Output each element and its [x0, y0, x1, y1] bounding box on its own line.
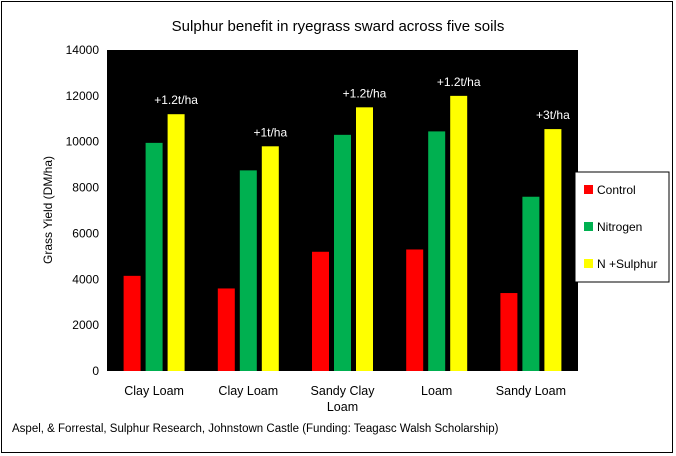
legend: Control Nitrogen N +Sulphur: [574, 171, 670, 283]
bar-control: [312, 251, 329, 371]
difference-annotation: +1.2t/ha: [154, 93, 198, 107]
annotations: +1.2t/ha +1t/ha +1.2t/ha +1.2t/ha +3t/ha: [154, 75, 570, 139]
x-category-label: Loam: [327, 400, 358, 414]
bar-control: [123, 275, 141, 371]
bar-n-sulphur: [261, 146, 279, 371]
y-axis-ticks: 0 2000 4000 6000 8000 10000 12000 14000: [66, 43, 100, 378]
y-tick-label: 6000: [72, 226, 99, 240]
x-category-label: Sandy Loam: [496, 384, 566, 398]
difference-annotation: +3t/ha: [536, 108, 570, 122]
legend-swatch: [584, 185, 593, 194]
difference-annotation: +1.2t/ha: [437, 75, 481, 89]
chart-title: Sulphur benefit in ryegrass sward across…: [172, 18, 505, 35]
bar-nitrogen: [334, 134, 351, 371]
legend-label: N +Sulphur: [597, 257, 657, 271]
bar-control: [500, 293, 518, 371]
x-category-label: Loam: [421, 384, 452, 398]
y-tick-label: 12000: [66, 89, 100, 103]
x-category-label: Sandy Clay: [311, 384, 376, 398]
y-tick-label: 10000: [66, 135, 100, 149]
bar-control: [217, 288, 235, 371]
legend-label: Nitrogen: [597, 220, 642, 234]
y-axis-label: Grass Yield (DM/ha): [41, 156, 55, 264]
bar-nitrogen: [428, 131, 446, 371]
y-tick-label: 14000: [66, 43, 100, 57]
bar-nitrogen: [239, 170, 257, 371]
y-tick-label: 2000: [72, 318, 99, 332]
legend-swatch: [584, 259, 593, 268]
y-tick-label: 0: [92, 364, 99, 378]
bar-n-sulphur: [167, 114, 185, 371]
y-tick-label: 4000: [72, 272, 99, 286]
legend-label: Control: [597, 183, 636, 197]
x-category-label: Clay Loam: [124, 384, 184, 398]
legend-swatch: [584, 222, 593, 231]
bar-n-sulphur: [356, 107, 373, 372]
bar-nitrogen: [145, 142, 163, 371]
bar-nitrogen: [522, 196, 540, 371]
bar-control: [406, 249, 424, 371]
bar-n-sulphur: [450, 95, 468, 371]
x-axis-categories: Clay Loam Clay Loam Sandy Clay Loam Loam Sand…: [124, 384, 566, 414]
difference-annotation: +1t/ha: [253, 125, 287, 139]
source-footnote: Aspel, & Forrestal, Sulphur Research, Jo…: [12, 423, 499, 435]
difference-annotation: +1.2t/ha: [343, 86, 387, 100]
bar-n-sulphur: [544, 129, 562, 371]
y-tick-label: 8000: [72, 181, 99, 195]
x-category-label: Clay Loam: [218, 384, 278, 398]
bars: [123, 95, 562, 372]
